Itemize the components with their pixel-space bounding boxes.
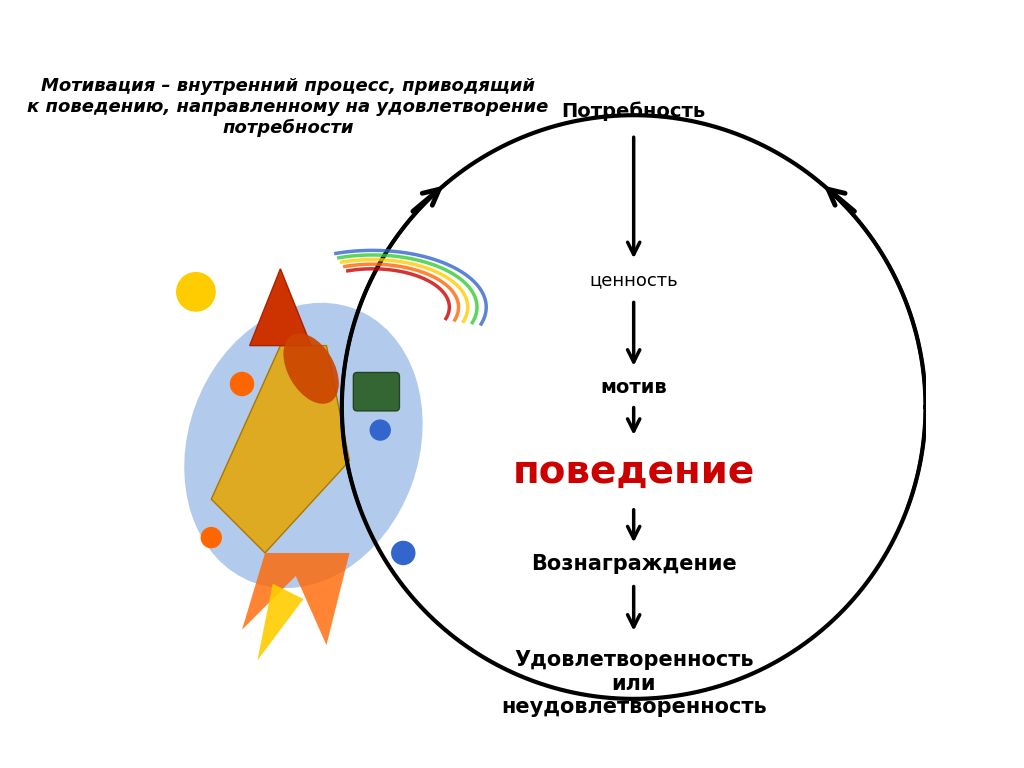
Circle shape [230, 372, 254, 396]
Polygon shape [211, 346, 349, 553]
Polygon shape [257, 584, 303, 660]
Circle shape [392, 541, 415, 564]
FancyBboxPatch shape [353, 372, 399, 411]
Polygon shape [242, 553, 349, 645]
Text: поведение: поведение [513, 453, 755, 492]
Polygon shape [250, 269, 311, 346]
Ellipse shape [284, 333, 339, 404]
Ellipse shape [184, 303, 423, 588]
Text: мотив: мотив [600, 379, 667, 397]
Text: Потребность: Потребность [561, 101, 706, 121]
Circle shape [371, 420, 390, 440]
Text: Мотивация – внутренний процесс, приводящий
к поведению, направленному на удовлет: Мотивация – внутренний процесс, приводящ… [28, 77, 549, 137]
Text: Вознаграждение: Вознаграждение [530, 554, 736, 574]
Circle shape [177, 273, 215, 311]
Text: ценность: ценность [589, 271, 678, 290]
Circle shape [202, 528, 221, 548]
Text: Удовлетворенность
или
неудовлетворенность: Удовлетворенность или неудовлетворенност… [501, 650, 767, 717]
